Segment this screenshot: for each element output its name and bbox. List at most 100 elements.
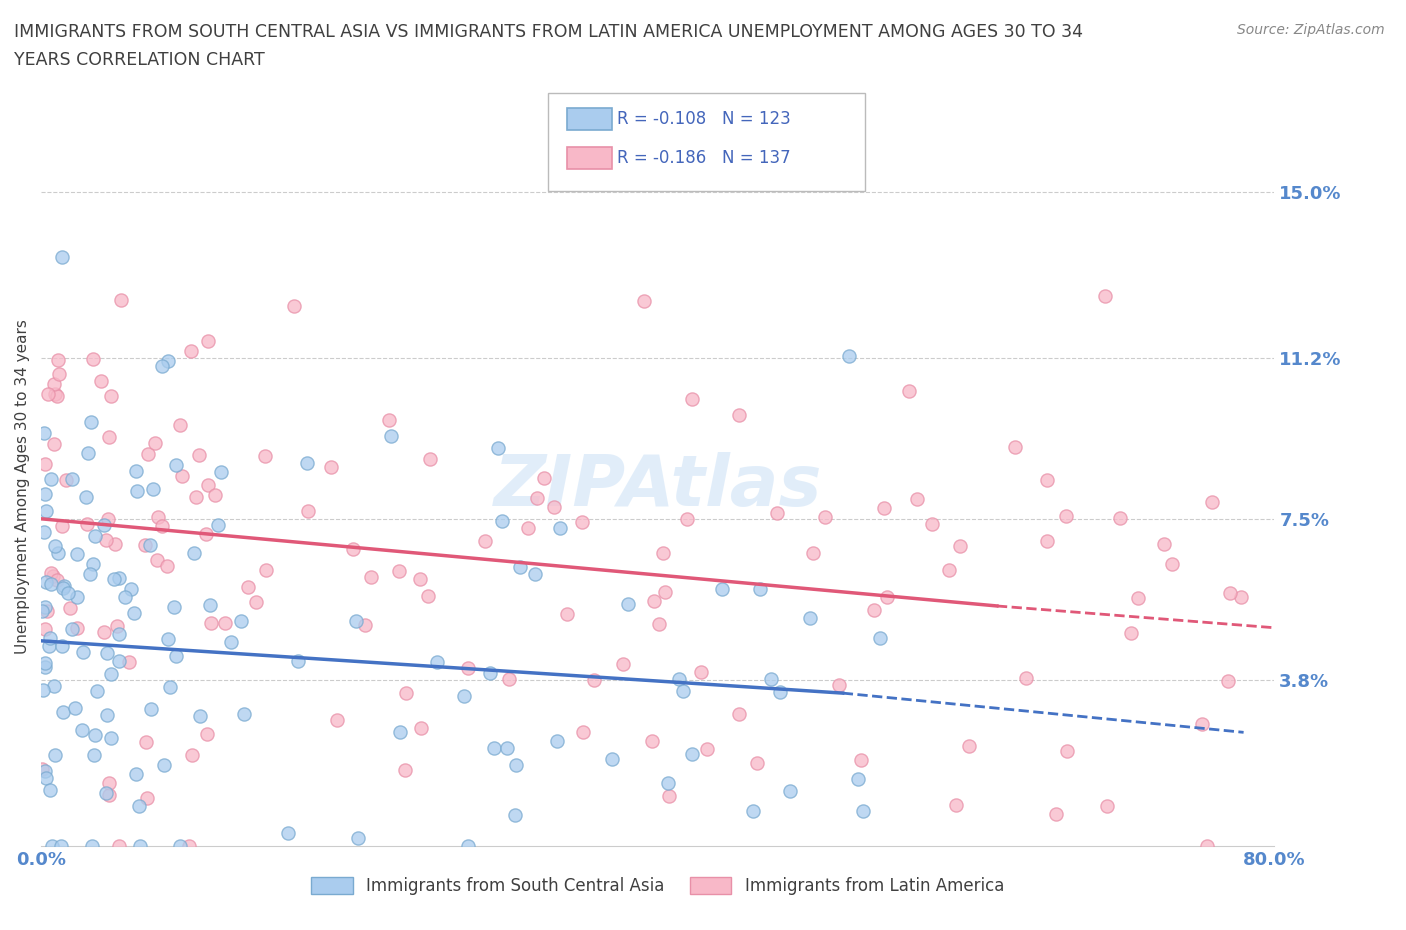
Point [742,804,765,818]
Point [107,570,129,585]
Point [86,684,108,698]
Point [197,477,219,492]
Point [76,445,98,460]
Point [1153,537,1175,551]
Point [200,598,222,613]
Point [696,741,718,756]
Point [297,503,319,518]
Point [169,838,191,853]
Point [38,782,60,797]
Point [103,572,125,587]
Point [509,560,531,575]
Point [277,825,299,840]
Point [550,520,572,535]
Point [159,680,181,695]
Point [146,552,169,567]
Point [72,644,94,659]
Point [1201,495,1223,510]
Point [80,838,103,853]
Point [676,512,699,526]
Point [51,250,73,265]
Point [187,447,209,462]
Text: R = -0.186   N = 137: R = -0.186 N = 137 [617,149,790,167]
Point [100,731,122,746]
Point [749,582,772,597]
Point [873,500,896,515]
Point [200,616,222,631]
Point [39,472,62,487]
Point [759,671,782,686]
Point [516,521,538,536]
Point [96,786,118,801]
Point [671,684,693,698]
Point [104,537,127,551]
Point [60,621,83,636]
Point [142,482,165,497]
Text: YEARS CORRELATION CHART: YEARS CORRELATION CHART [14,51,264,69]
Point [35,504,58,519]
Point [32,683,55,698]
Point [150,358,173,373]
Point [1015,671,1038,685]
Point [388,724,411,739]
Point [681,747,703,762]
Point [524,566,547,581]
Point [633,294,655,309]
Point [34,525,56,539]
Point [76,516,98,531]
Point [139,701,162,716]
Point [898,384,921,399]
Point [96,533,118,548]
Point [668,671,690,686]
Point [83,727,105,742]
Point [35,575,58,590]
Point [395,685,418,700]
Point [229,614,252,629]
Point [380,429,402,444]
Point [82,352,104,366]
Point [297,456,319,471]
Point [643,593,665,608]
Point [555,606,578,621]
Point [75,490,97,505]
Point [53,578,76,593]
Point [1126,591,1149,605]
Text: R = -0.108   N = 123: R = -0.108 N = 123 [617,110,792,128]
Point [657,789,679,804]
Point [44,387,66,402]
Point [681,392,703,406]
Point [108,627,131,642]
Point [165,458,187,472]
Point [97,512,120,526]
Point [79,566,101,581]
Point [97,430,120,445]
Point [156,631,179,646]
Point [572,724,595,739]
Point [96,708,118,723]
Point [204,487,226,502]
Point [491,514,513,529]
Point [39,565,62,580]
Point [44,748,66,763]
Point [134,538,156,552]
Point [34,486,56,501]
Point [114,590,136,604]
Point [256,563,278,578]
Point [150,519,173,534]
Point [35,771,58,786]
Point [34,659,56,674]
Point [612,657,634,671]
Point [828,678,851,693]
Point [108,653,131,668]
Point [1095,799,1118,814]
Point [39,631,62,645]
Point [58,585,80,600]
Point [135,790,157,805]
Point [177,838,200,853]
Point [496,741,519,756]
Point [1036,534,1059,549]
Point [63,700,86,715]
Point [876,590,898,604]
Point [125,464,148,479]
Point [1056,743,1078,758]
